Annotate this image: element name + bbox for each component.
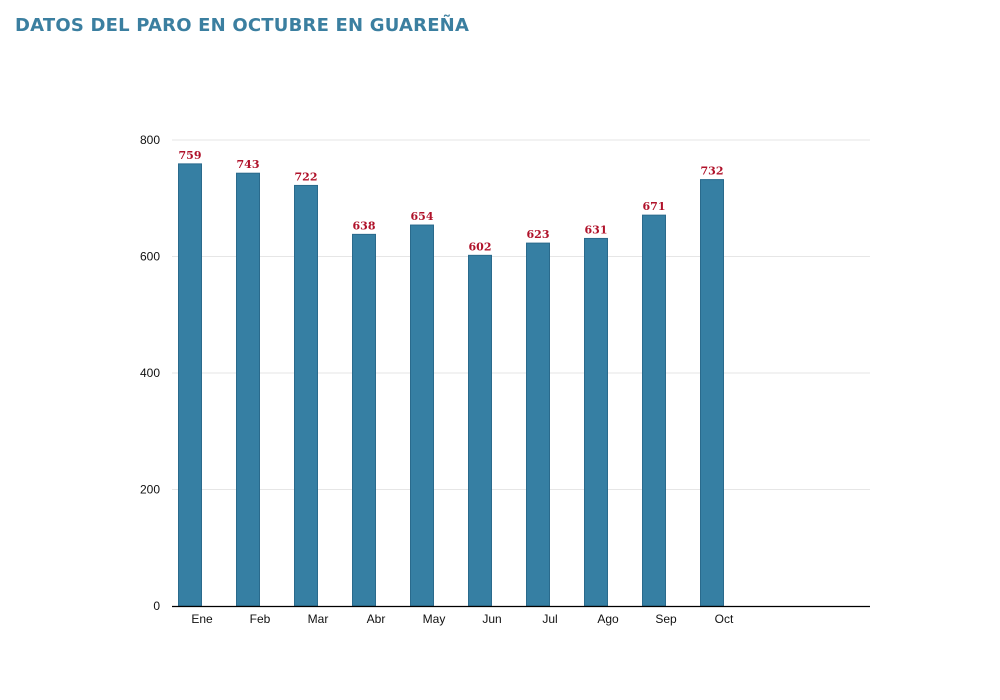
x-tick-label: Ago	[597, 612, 619, 626]
x-tick-label: Ene	[191, 612, 213, 626]
data-label: 623	[527, 228, 550, 241]
x-tick-label: Jul	[542, 612, 557, 626]
bar-jun	[468, 254, 492, 607]
bar-feb	[236, 172, 260, 607]
bar-ago	[584, 237, 608, 607]
bar-oct	[700, 179, 724, 607]
y-tick-label: 800	[140, 133, 160, 147]
data-label: 743	[237, 158, 260, 171]
bar-may	[410, 224, 434, 607]
x-axis-ticks: Ene Feb Mar Abr May Jun Jul Ago Sep Oct	[191, 612, 734, 626]
y-tick-label: 0	[153, 599, 160, 613]
x-tick-label: Oct	[715, 612, 734, 626]
y-tick-label: 400	[140, 366, 160, 380]
bar-abr	[352, 233, 376, 607]
x-tick-label: Feb	[250, 612, 271, 626]
x-tick-label: Sep	[655, 612, 677, 626]
bar-mar	[294, 184, 318, 607]
grid-lines	[172, 139, 870, 490]
data-label: 654	[411, 210, 434, 223]
data-label: 759	[179, 149, 202, 162]
x-tick-label: Jun	[482, 612, 501, 626]
data-label: 638	[353, 219, 376, 232]
y-tick-label: 200	[140, 483, 160, 497]
page-title: DATOS DEL PARO EN OCTUBRE EN GUAREÑA	[15, 15, 470, 36]
y-tick-label: 600	[140, 250, 160, 264]
x-tick-label: May	[423, 612, 446, 626]
y-axis-ticks: 0 200 400 600 800	[140, 133, 160, 613]
data-label: 722	[295, 170, 318, 183]
data-label: 671	[643, 200, 666, 213]
bar-jul	[526, 242, 550, 607]
data-labels: 759 743 722 638 654 602 623 631 671 732	[179, 149, 724, 253]
data-label: 732	[701, 165, 724, 178]
data-label: 631	[585, 223, 608, 236]
x-tick-label: Abr	[367, 612, 386, 626]
data-label: 602	[469, 240, 492, 253]
bar-ene	[178, 163, 202, 607]
bars	[178, 163, 724, 607]
x-tick-label: Mar	[308, 612, 329, 626]
bar-sep	[642, 214, 666, 607]
